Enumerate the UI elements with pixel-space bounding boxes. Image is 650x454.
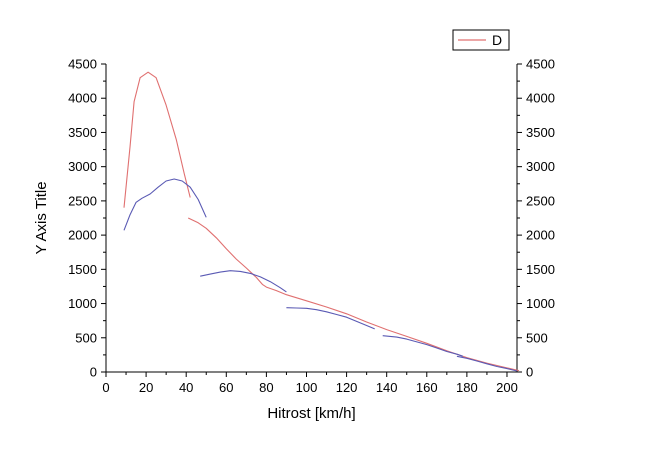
y-tick-label-right: 1000	[526, 296, 555, 311]
x-tick-label: 80	[259, 380, 273, 395]
legend-label-d: D	[492, 32, 502, 48]
y-tick-label-left: 2500	[68, 193, 97, 208]
x-tick-label: 160	[416, 380, 438, 395]
x-tick-label: 100	[296, 380, 318, 395]
series-layer	[123, 71, 520, 372]
y-tick-label-right: 2000	[526, 228, 555, 243]
x-axis-title: Hitrost [km/h]	[267, 405, 355, 422]
series-1-segment-0	[123, 178, 207, 231]
y-tick-label-left: 3000	[68, 159, 97, 174]
y-tick-label-left: 1000	[68, 296, 97, 311]
y-tick-label-right: 4500	[526, 57, 555, 72]
series-1-segment-4	[456, 355, 518, 372]
x-tick-label: 40	[179, 380, 193, 395]
y-tick-label-right: 0	[526, 365, 533, 380]
x-tick-label: 60	[219, 380, 233, 395]
legend: D	[452, 29, 510, 51]
x-tick-label: 140	[376, 380, 398, 395]
y-tick-label-left: 4000	[68, 91, 97, 106]
x-tick-label: 180	[456, 380, 478, 395]
x-tick-label: 200	[496, 380, 518, 395]
y-tick-label-right: 1500	[526, 262, 555, 277]
y-tick-label-left: 4500	[68, 57, 97, 72]
y-tick-label-right: 500	[526, 330, 548, 345]
y-tick-label-right: 4000	[526, 91, 555, 106]
series-0-segment-0	[123, 71, 191, 208]
y-axis-title: Y Axis Title	[33, 181, 50, 254]
y-tick-label-left: 500	[75, 330, 97, 345]
series-1-segment-1	[200, 270, 287, 293]
series-1-segment-3	[382, 335, 464, 357]
x-tick-label: 0	[102, 380, 109, 395]
y-tick-label-left: 2000	[68, 228, 97, 243]
y-tick-label-left: 3500	[68, 125, 97, 140]
y-tick-label-right: 2500	[526, 193, 555, 208]
y-tick-label-left: 0	[90, 365, 97, 380]
y-tick-label-right: 3000	[526, 159, 555, 174]
series-0-segment-1	[187, 217, 520, 372]
x-tick-label: 20	[139, 380, 153, 395]
y-tick-label-right: 3500	[526, 125, 555, 140]
series-1-segment-2	[286, 307, 375, 330]
x-tick-label: 120	[336, 380, 358, 395]
y-tick-label-left: 1500	[68, 262, 97, 277]
